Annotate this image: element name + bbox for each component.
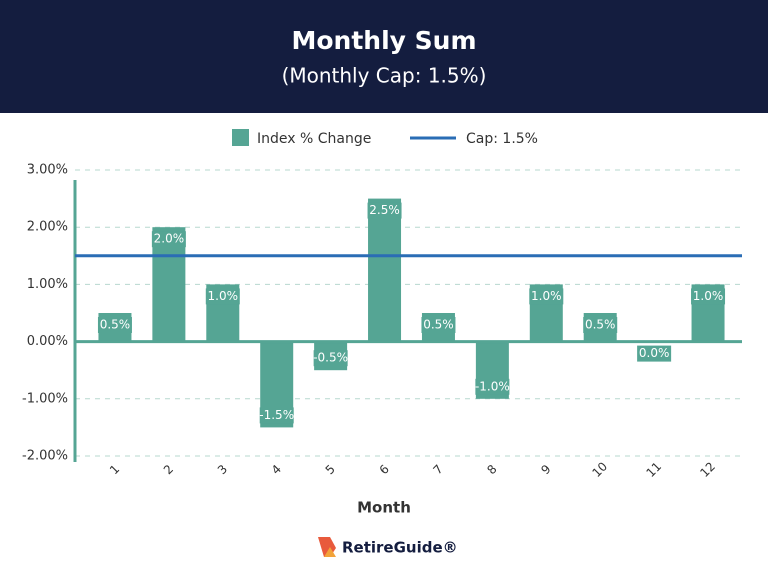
value-label: -1.5% <box>259 408 294 422</box>
value-label: 1.0% <box>208 289 239 303</box>
bar <box>368 198 402 342</box>
value-label: 2.5% <box>369 203 400 217</box>
legend-swatch <box>232 129 249 146</box>
value-label: 1.0% <box>531 289 562 303</box>
x-tick-label: 6 <box>377 462 392 477</box>
x-tick-label: 4 <box>269 462 284 477</box>
brand: RetireGuide® <box>342 539 458 557</box>
value-label: 2.0% <box>154 232 185 246</box>
value-label-bg <box>205 288 240 305</box>
value-label-bg <box>151 231 186 248</box>
value-label: -0.5% <box>313 351 348 365</box>
y-tick-label: 2.00% <box>27 220 68 235</box>
value-label-bg <box>97 317 132 333</box>
y-tick-label: -1.00% <box>22 391 68 406</box>
y-tick-label: 3.00% <box>27 163 68 178</box>
x-tick-label: 11 <box>643 459 664 480</box>
value-label-bg <box>259 407 294 424</box>
value-label: 0.5% <box>585 318 616 332</box>
x-tick-label: 7 <box>430 462 445 477</box>
x-tick-label: 1 <box>107 462 122 477</box>
value-label: -1.0% <box>475 379 510 393</box>
value-label-bg <box>637 345 672 362</box>
value-label-bg <box>313 350 348 367</box>
value-label: 0.5% <box>100 318 131 332</box>
chart-subtitle: (Monthly Cap: 1.5%) <box>282 64 487 88</box>
value-label: 1.0% <box>693 289 724 303</box>
x-tick-label: 12 <box>697 459 718 480</box>
x-tick-label: 2 <box>161 462 176 477</box>
value-label: 0.0% <box>639 346 670 360</box>
value-label-bg <box>583 317 618 333</box>
header-band <box>0 0 768 113</box>
value-label: 0.5% <box>423 318 454 332</box>
value-label-bg <box>691 288 726 305</box>
x-axis-label: Month <box>357 499 411 517</box>
x-tick-label: 9 <box>538 462 553 477</box>
x-tick-label: 3 <box>215 462 230 477</box>
x-tick-label: 10 <box>590 459 611 480</box>
legend-label: Index % Change <box>257 131 371 147</box>
y-tick-label: 1.00% <box>27 277 68 292</box>
value-label-bg <box>529 288 564 305</box>
x-tick-label: 5 <box>323 462 338 477</box>
y-tick-label: -2.00% <box>22 449 68 464</box>
chart-title: Monthly Sum <box>291 26 476 55</box>
logo <box>318 537 336 557</box>
legend-label: Cap: 1.5% <box>466 131 538 147</box>
value-label-bg <box>475 378 510 395</box>
x-tick-label: 8 <box>484 462 499 477</box>
y-tick-label: 0.00% <box>27 334 68 349</box>
value-label-bg <box>421 317 456 333</box>
value-label-bg <box>367 202 402 219</box>
